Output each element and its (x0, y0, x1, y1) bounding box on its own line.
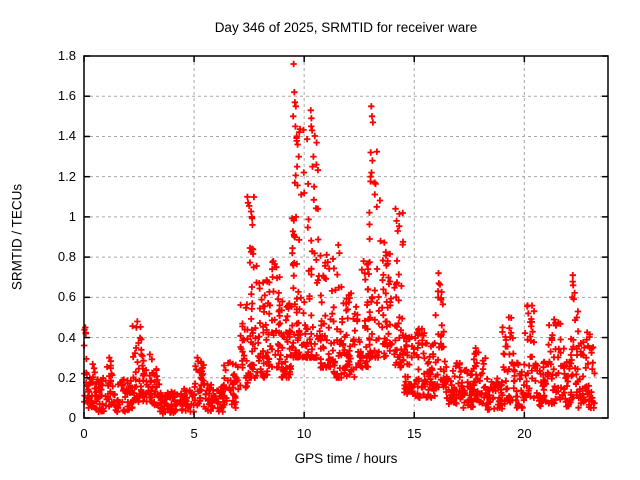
y-tick-label: 1.6 (57, 88, 76, 104)
plot-border (83, 55, 609, 419)
x-tick-label: 10 (296, 426, 312, 441)
y-tick-label: 1.4 (57, 128, 76, 144)
x-tick-label: 0 (80, 426, 88, 441)
y-tick-label: 0.8 (57, 249, 76, 265)
y-tick-label: 0.4 (57, 329, 76, 345)
y-tick-label: 1.8 (57, 48, 76, 63)
x-tick-label: 5 (190, 426, 198, 441)
x-tick-label: 15 (407, 426, 422, 441)
y-tick-label: 0.6 (57, 289, 76, 305)
y-tick-label: 0 (68, 410, 76, 425)
x-axis-title: GPS time / hours (294, 451, 398, 466)
y-tick-label: 1 (68, 208, 76, 224)
y-tick-label: 1.2 (57, 168, 76, 184)
y-tick-label: 0.2 (57, 369, 76, 385)
chart-title: Day 346 of 2025, SRMTID for receiver war… (214, 20, 478, 35)
scatter-points (80, 60, 598, 417)
x-tick-label: 20 (517, 426, 532, 441)
